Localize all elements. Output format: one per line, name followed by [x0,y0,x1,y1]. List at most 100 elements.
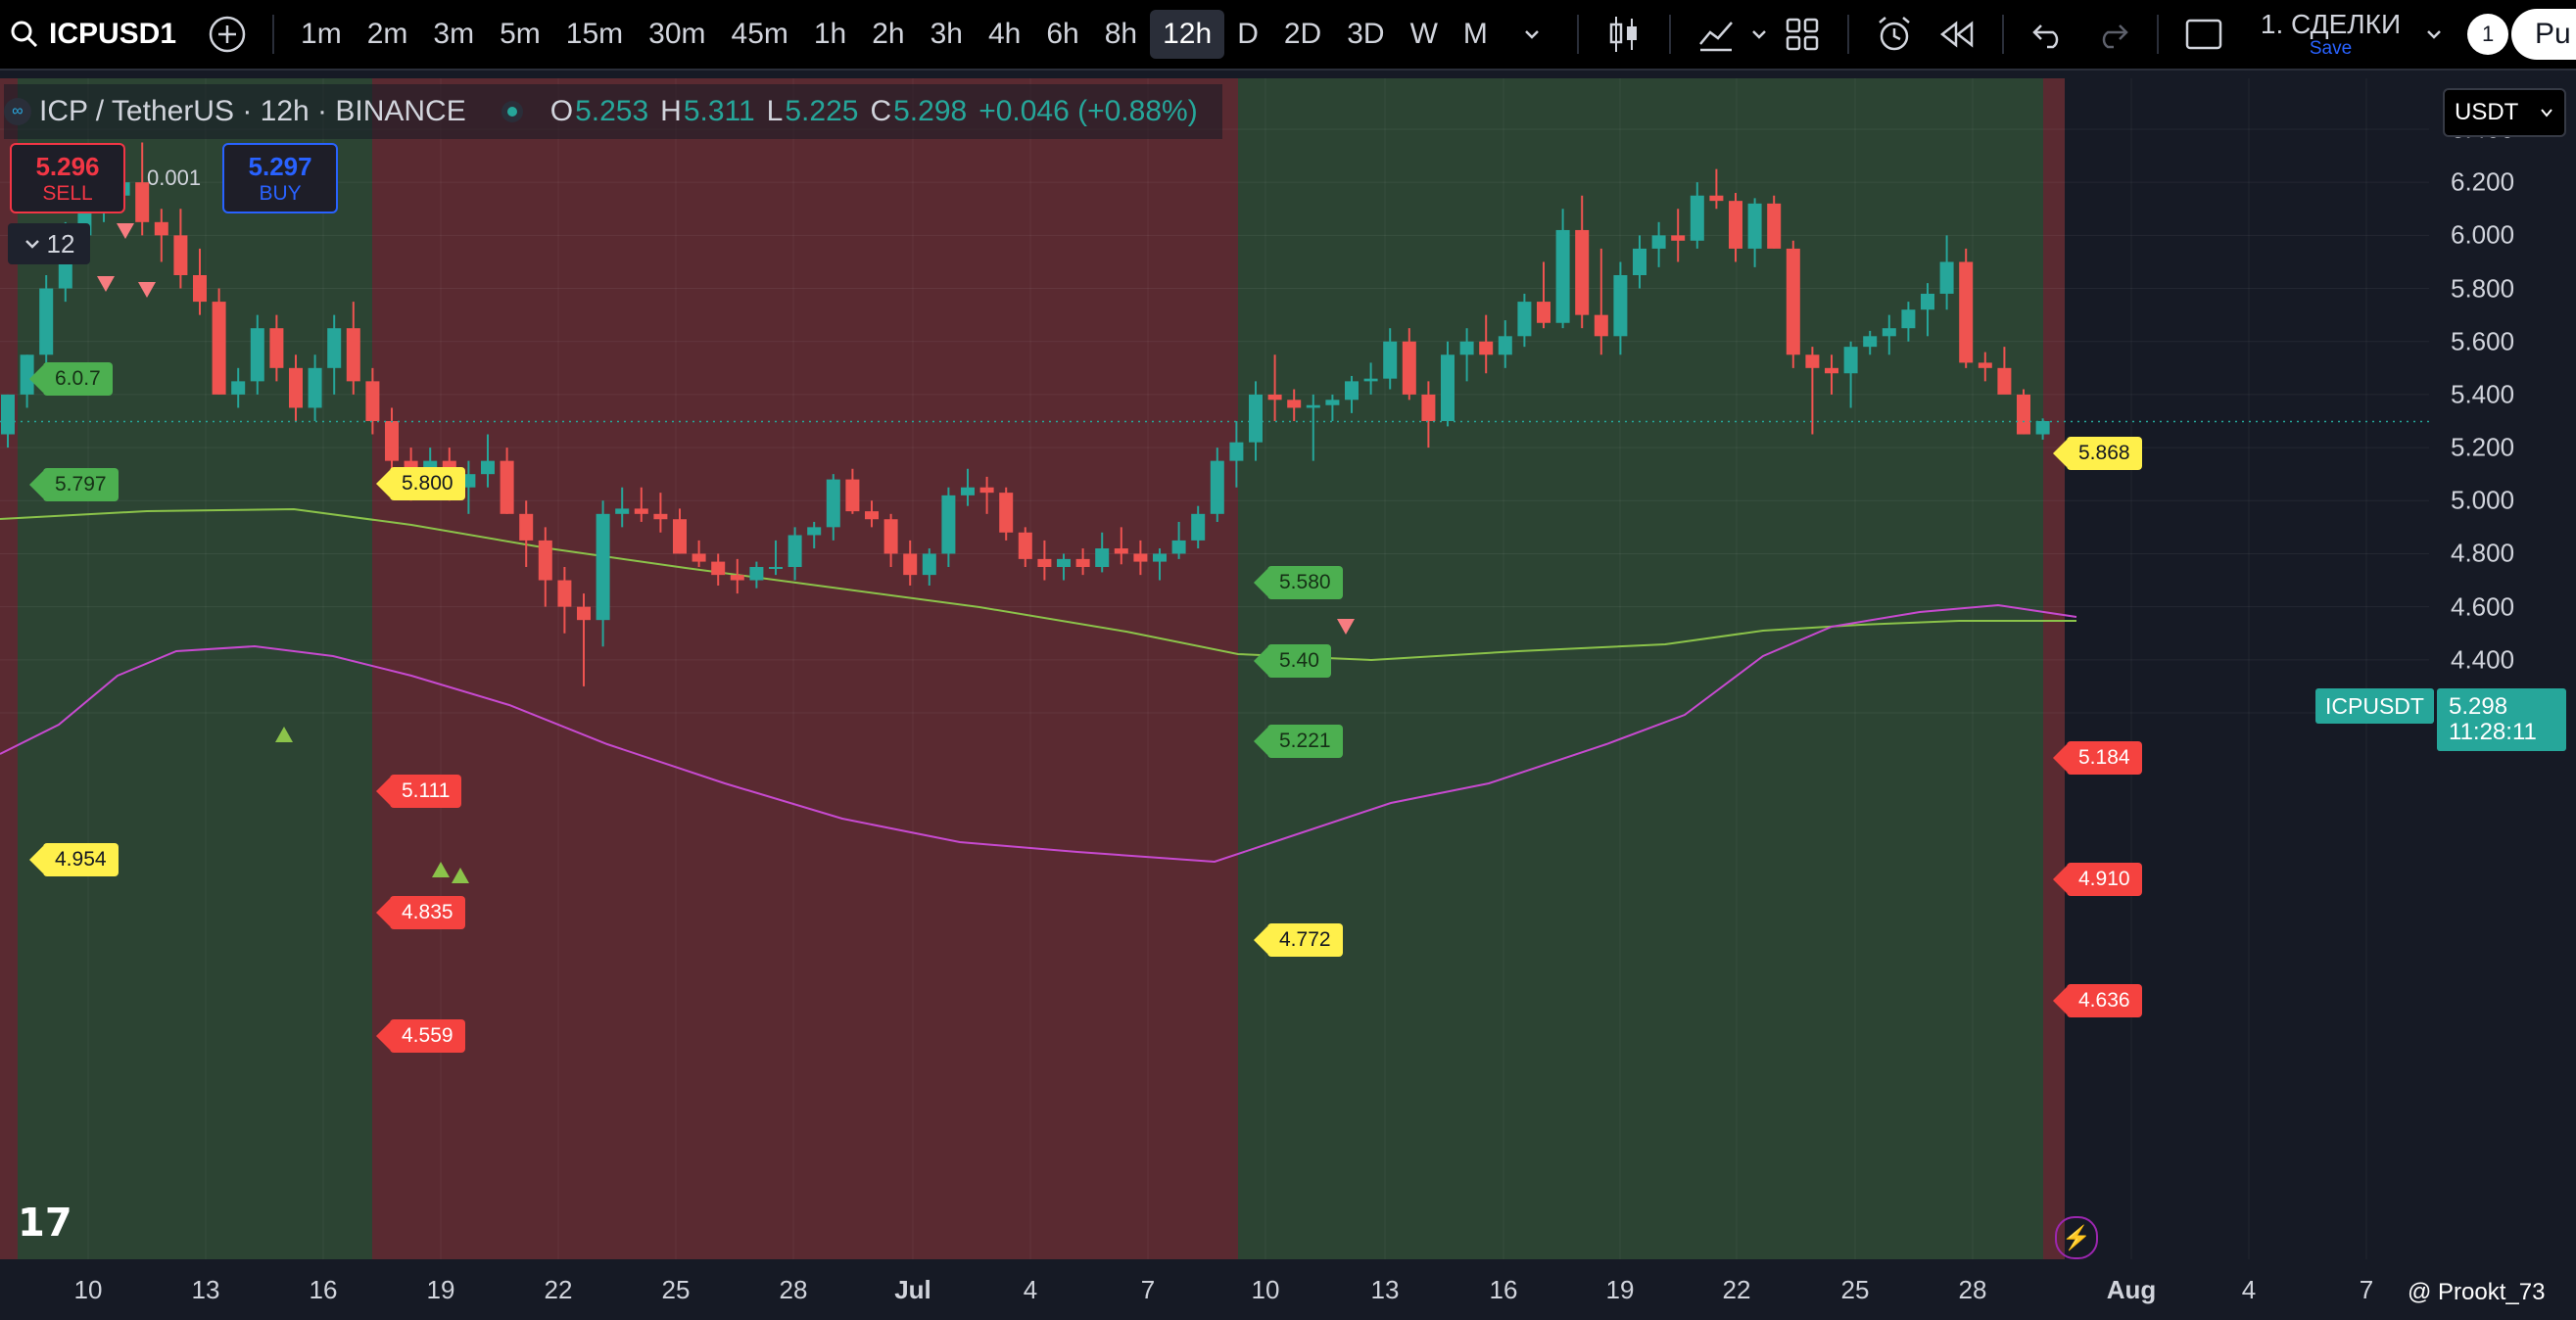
candle-body [1959,261,1974,363]
indicators-button[interactable] [1694,13,1738,56]
candle-body [1767,203,1782,249]
candle-body [481,460,495,475]
interval-D[interactable]: D [1237,18,1259,50]
interval-45m[interactable]: 45m [731,18,788,50]
layout-button[interactable] [1781,13,1824,56]
indicators-dropdown-button[interactable] [1747,13,1771,56]
candle-body [1171,540,1186,554]
time-tick-label: 16 [309,1275,338,1304]
candle-body [1901,309,1916,329]
interval-3m[interactable]: 3m [433,18,475,50]
tradingview-logo[interactable]: 𝟭𝟳 [18,1202,72,1245]
last-price-tag: 5.298 11:28:11 [2437,688,2566,751]
candle-body [1479,341,1494,355]
candle-body [1421,394,1436,421]
alerts-count-badge[interactable]: 1 [2467,14,2509,55]
candle-body [461,474,476,488]
redo-button[interactable] [2090,13,2133,56]
chart-type-button[interactable] [1602,13,1646,56]
currency-select[interactable]: USDT [2443,88,2566,137]
indicators-collapse-button[interactable]: 12 [8,223,90,264]
candle-body [385,421,399,461]
candle-body [1690,195,1704,241]
interval-2m[interactable]: 2m [366,18,408,50]
legend-change: +0.046 (+0.88%) [978,95,1198,127]
candle-body [865,511,879,520]
alarm-clock-icon [1879,17,1910,51]
layout-name-button[interactable]: 1. СДЕЛКИ Save [2261,10,2401,58]
candle-body [327,328,342,368]
interval-dropdown-button[interactable] [1510,13,1553,56]
candle-body [365,381,380,421]
candle-body [1575,229,1590,315]
interval-6h[interactable]: 6h [1046,18,1079,50]
buy-label: BUY [259,181,302,205]
level-label: 6.0.7 [43,362,113,396]
interval-12h[interactable]: 12h [1150,10,1225,59]
price-tick-label: 6.000 [2451,219,2515,250]
compare-symbol-button[interactable] [206,13,249,56]
interval-15m[interactable]: 15m [565,18,624,50]
legend-close-label: C [870,95,892,127]
candle-body [2035,421,2050,435]
candle-body [1651,235,1666,249]
candle-body [1191,513,1206,541]
symbol-search[interactable]: ICPUSD1 [0,18,196,51]
candle-body [653,513,668,520]
indicators-count: 12 [46,228,75,259]
legend-high-label: H [660,95,682,127]
time-tick-label: 19 [426,1275,455,1304]
replay-button[interactable] [1935,13,1979,56]
candle-body [557,580,572,607]
sell-signal-marker [117,223,134,239]
time-tick-label: 7 [2359,1275,2374,1304]
price-chart[interactable] [0,71,2449,1259]
interval-8h[interactable]: 8h [1104,18,1138,50]
candle-body [1786,248,1800,355]
candle-body [769,567,783,569]
interval-1m[interactable]: 1m [301,18,342,50]
fullscreen-button[interactable] [2182,13,2225,56]
level-label: 5.184 [2067,741,2142,775]
toolbar-separator [1576,15,1579,54]
candle-body [1267,394,1282,401]
time-tick-label: 13 [191,1275,220,1304]
candle-body [1210,460,1224,514]
candle-body [1018,532,1032,559]
interval-5m[interactable]: 5m [500,18,541,50]
alert-button[interactable] [1873,13,1916,56]
interval-2h[interactable]: 2h [872,18,905,50]
candle-body [1882,328,1896,337]
interval-4h[interactable]: 4h [988,18,1022,50]
price-tick-label: 5.400 [2451,379,2515,409]
layout-dropdown-button[interactable] [2422,13,2446,56]
symbol-legend: ∞ ICP / TetherUS · 12h · BINANCE O 5.253 … [4,84,1222,139]
undo-button[interactable] [2027,13,2071,56]
interval-1h[interactable]: 1h [813,18,847,50]
candle-body [500,460,514,514]
sell-label: SELL [42,181,93,205]
buy-button[interactable]: 5.297 BUY [222,143,339,213]
sell-button[interactable]: 5.296 SELL [10,143,125,213]
candle-body [346,328,360,382]
lightning-icon[interactable]: ⚡ [2055,1216,2098,1259]
candle-body [1363,378,1378,382]
level-label: 5.800 [390,467,465,500]
interval-W[interactable]: W [1409,18,1438,50]
candle-body [1075,558,1090,567]
candle-body [922,553,936,576]
interval-M[interactable]: M [1462,18,1488,50]
time-tick-label: 25 [1840,1275,1870,1304]
candle-body [1037,558,1052,567]
candle-body [615,508,630,514]
interval-3D[interactable]: 3D [1347,18,1385,50]
candle-body [730,575,744,581]
interval-30m[interactable]: 30m [648,18,706,50]
candle-body [1325,400,1340,405]
interval-2D[interactable]: 2D [1283,18,1322,50]
time-axis[interactable]: 10 13 16 19 22 25 28 Jul 4 7 10 13 16 19 22 25 28 Aug 4 7 [0,1263,2576,1320]
candle-body [999,493,1014,533]
candle-body [1921,293,1934,310]
interval-3h[interactable]: 3h [930,18,963,50]
publish-button[interactable]: Pu [2511,9,2576,60]
